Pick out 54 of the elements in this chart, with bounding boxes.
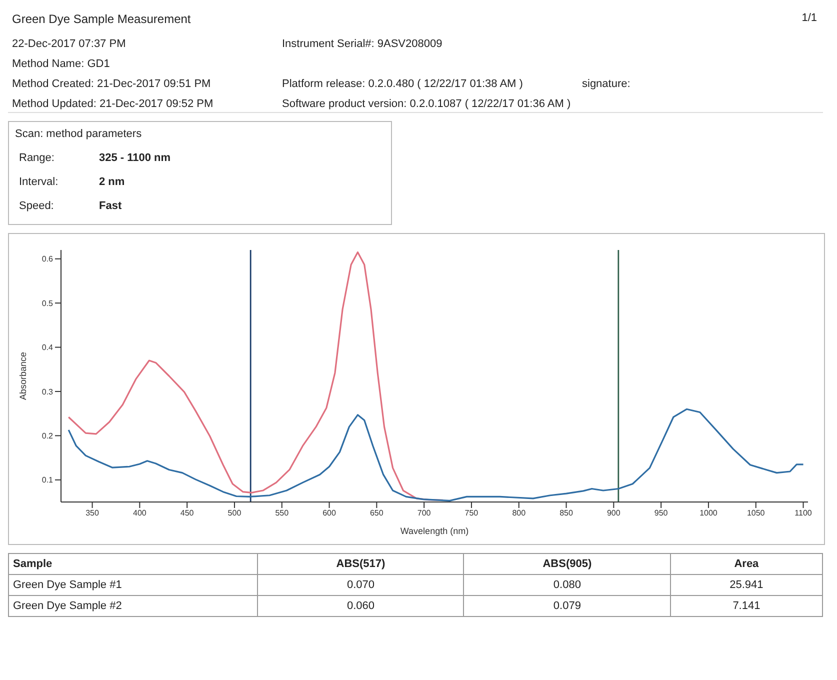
x-tick-label: 1000 xyxy=(700,508,718,518)
text: Fast xyxy=(99,200,122,212)
text: Area xyxy=(670,554,822,574)
text: ABS(905) xyxy=(464,554,670,574)
text: 1/1 xyxy=(802,12,817,24)
x-tick-label: 750 xyxy=(464,508,479,518)
text: 2 nm xyxy=(99,176,125,188)
y-tick-label: 0.3 xyxy=(42,387,54,396)
x-tick-label: 950 xyxy=(654,508,668,518)
text: Method Created: 21-Dec-2017 09:51 PM xyxy=(12,78,211,90)
text: Instrument Serial#: 9ASV208009 xyxy=(282,38,442,50)
x-tick-label: 500 xyxy=(228,508,242,518)
x-axis-title: Wavelength (nm) xyxy=(400,526,469,536)
text: ABS(517) xyxy=(258,554,464,574)
x-tick-label: 800 xyxy=(512,508,526,518)
text: Scan: method parameters xyxy=(15,128,143,140)
data-label: 0.070 xyxy=(258,574,464,596)
text: 325 - 1100 nm xyxy=(99,152,171,164)
y-tick-label: 0.2 xyxy=(42,432,54,441)
text: Speed: xyxy=(19,200,55,212)
y-tick-label: 0.4 xyxy=(42,343,54,352)
text: signature: xyxy=(582,78,630,90)
data-label: 0.060 xyxy=(258,596,464,616)
data-label: 0.080 xyxy=(464,574,670,596)
x-tick-label: 550 xyxy=(275,508,290,518)
x-tick-label: 1100 xyxy=(794,508,812,518)
text: Interval: xyxy=(19,176,60,188)
x-tick-label: 1050 xyxy=(746,508,766,518)
x-tick-label: 350 xyxy=(86,508,100,518)
text: Method Updated: 21-Dec-2017 09:52 PM xyxy=(12,98,214,110)
text: Platform release: 0.2.0.480 ( 12/22/17 01:38 AM ) xyxy=(282,78,523,90)
text: Method Name: GD1 xyxy=(12,58,110,70)
y-tick-label: 0.1 xyxy=(42,476,54,485)
text: Sample xyxy=(8,554,258,574)
x-tick-label: 850 xyxy=(560,508,574,518)
text: Green Dye Sample Measurement xyxy=(12,12,191,26)
data-label: 7.141 xyxy=(670,596,822,616)
category-label: Green Dye Sample #1 xyxy=(8,574,258,596)
y-axis-title: Absorbance xyxy=(18,352,28,400)
x-tick-label: 900 xyxy=(606,508,621,518)
data-label: 25.941 xyxy=(670,574,822,596)
category-label: Green Dye Sample #2 xyxy=(8,596,258,616)
y-tick-label: 0.5 xyxy=(42,298,54,308)
data-label: 0.079 xyxy=(464,596,670,616)
x-tick-label: 700 xyxy=(417,508,432,518)
x-tick-label: 450 xyxy=(180,508,194,518)
y-tick-label: 0.6 xyxy=(42,254,54,264)
text: Software product version: 0.2.0.1087 ( 12/22/17 01:36 AM ) xyxy=(282,98,571,110)
x-tick-label: 650 xyxy=(370,508,384,518)
x-tick-label: 600 xyxy=(322,508,336,518)
text: Range: xyxy=(19,152,56,164)
line-series xyxy=(68,408,804,502)
text: 22-Dec-2017 07:37 PM xyxy=(12,38,126,50)
x-tick-label: 400 xyxy=(133,508,147,518)
